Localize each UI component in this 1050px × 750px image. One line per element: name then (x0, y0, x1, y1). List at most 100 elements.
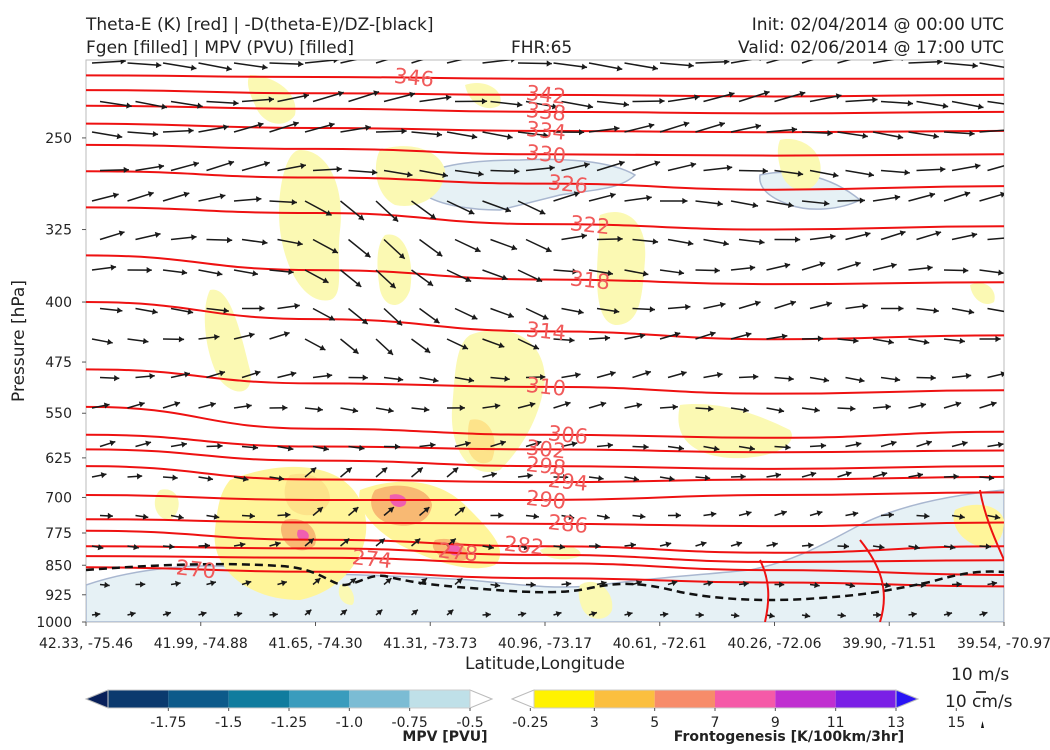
wind-vector-head (591, 611, 597, 617)
wind-vector-head (416, 467, 423, 474)
wind-vector-head (498, 342, 505, 349)
wind-vector-head (855, 441, 862, 448)
wind-vector-head (929, 192, 936, 199)
wind-vector-head (507, 133, 513, 140)
wind-vector-head (178, 513, 184, 521)
wind-vector-head (894, 194, 901, 201)
wind-vector-head (659, 97, 665, 105)
wind-vector-head (371, 169, 378, 176)
wind-vector (987, 237, 1004, 241)
y-tick-label: 700 (45, 490, 72, 506)
mpv-colorbar-title: MPV [PVU] (402, 729, 487, 745)
wind-vector-head (285, 511, 291, 519)
wind-vector (951, 100, 984, 109)
wind-vector-head (491, 471, 497, 478)
wind-vector-head (626, 611, 633, 618)
frontogenesis-region (777, 139, 821, 190)
wind-vector-head (136, 473, 143, 480)
wind-vector-head (649, 306, 655, 313)
wind-vector-head (104, 581, 110, 589)
wind-vector-head (310, 467, 317, 474)
wind-vector-head (248, 332, 255, 339)
wind-vector-head (964, 191, 971, 198)
wind-vector-head (223, 307, 229, 314)
wind-vector-head (618, 160, 625, 167)
wind-vector-head (959, 337, 965, 344)
wind-vector-head (1008, 235, 1013, 241)
wind-vector-head (633, 475, 639, 482)
wind-vector-head (183, 191, 190, 198)
wind-vector-head (165, 611, 171, 617)
reference-vector-vertical (981, 721, 984, 728)
wind-vector-head (709, 331, 716, 338)
wind-vector-head (539, 208, 546, 215)
wind-vector (837, 60, 852, 64)
wind-vector-head (858, 377, 865, 384)
wind-vector-head (823, 376, 830, 383)
wind-vector-head (459, 404, 465, 411)
wind-vector-head (447, 609, 454, 616)
wind-vector-head (540, 373, 546, 381)
wind-vector-head (514, 168, 520, 175)
theta-e-line-330 (86, 143, 1004, 157)
wind-vector-head (381, 467, 388, 474)
wind-vector-head (291, 199, 297, 206)
wind-vector-head (394, 443, 401, 450)
wind-vector-head (675, 512, 681, 519)
wind-vector (277, 94, 310, 103)
wind-vector-head (193, 161, 199, 168)
wind-vector-head (827, 130, 833, 137)
wind-vector-head (1005, 127, 1010, 133)
wind-vector-head (942, 102, 949, 109)
wind-vector-head (178, 336, 185, 343)
wind-vector-head (191, 234, 197, 241)
wind-vector-head (172, 474, 178, 481)
colorbar-tick-label: 7 (711, 715, 720, 731)
wind-vector-head (890, 262, 897, 269)
wind-vector-head (577, 308, 584, 315)
wind-vector-head (430, 442, 436, 449)
wind-vector-head (158, 163, 165, 170)
wind-vector-head (331, 247, 338, 254)
wind-vector-head (216, 270, 223, 277)
wind-vector-head (288, 268, 294, 275)
wind-vector-head (149, 373, 155, 380)
wind-vector-head (719, 301, 726, 308)
wind-vector-head (717, 200, 723, 207)
wind-vector-head (100, 472, 107, 479)
wind-vector-head (698, 611, 704, 619)
wind-vector-head (583, 162, 590, 169)
wind-vector-head (652, 64, 658, 71)
wind-vector-head (146, 267, 152, 274)
wind-vector-head (894, 376, 901, 383)
wind-vector-head (217, 442, 223, 450)
wind-vector-head (328, 122, 335, 129)
wind-vector (774, 91, 806, 103)
wind-vector-head (914, 544, 920, 551)
wind-vector-head (849, 582, 856, 589)
wind-vector-head (994, 513, 1001, 521)
wind-vector-head (804, 612, 811, 619)
wind-vector (241, 98, 275, 103)
wind-vector-head (743, 406, 749, 414)
y-axis-label: Pressure [hPa] (9, 280, 29, 402)
theta-e-line-278 (86, 545, 1004, 563)
wind-vector-head (559, 543, 565, 550)
wind-vector-head (257, 122, 264, 128)
wind-vector-head (281, 580, 287, 587)
wind-vector-head (933, 132, 939, 140)
wind-vector-head (616, 65, 623, 72)
wind-vector-head (398, 252, 405, 259)
wind-vector-head (852, 510, 859, 518)
wind-vector-head (643, 443, 649, 451)
chart-title-line-1: Theta-E (K) [red] | -D(theta-E)/DZ-[blac… (86, 15, 434, 35)
wind-vector-head (249, 512, 255, 520)
wind-vector-head (378, 538, 385, 545)
wind-vector-head (888, 338, 894, 345)
theta-e-label-290: 290 (525, 486, 567, 514)
wind-vector-head (710, 511, 717, 518)
wind-vector-head (755, 123, 761, 130)
wind-vector-head (307, 538, 314, 545)
wind-vector-head (645, 370, 651, 377)
wind-vector-head (784, 262, 791, 269)
